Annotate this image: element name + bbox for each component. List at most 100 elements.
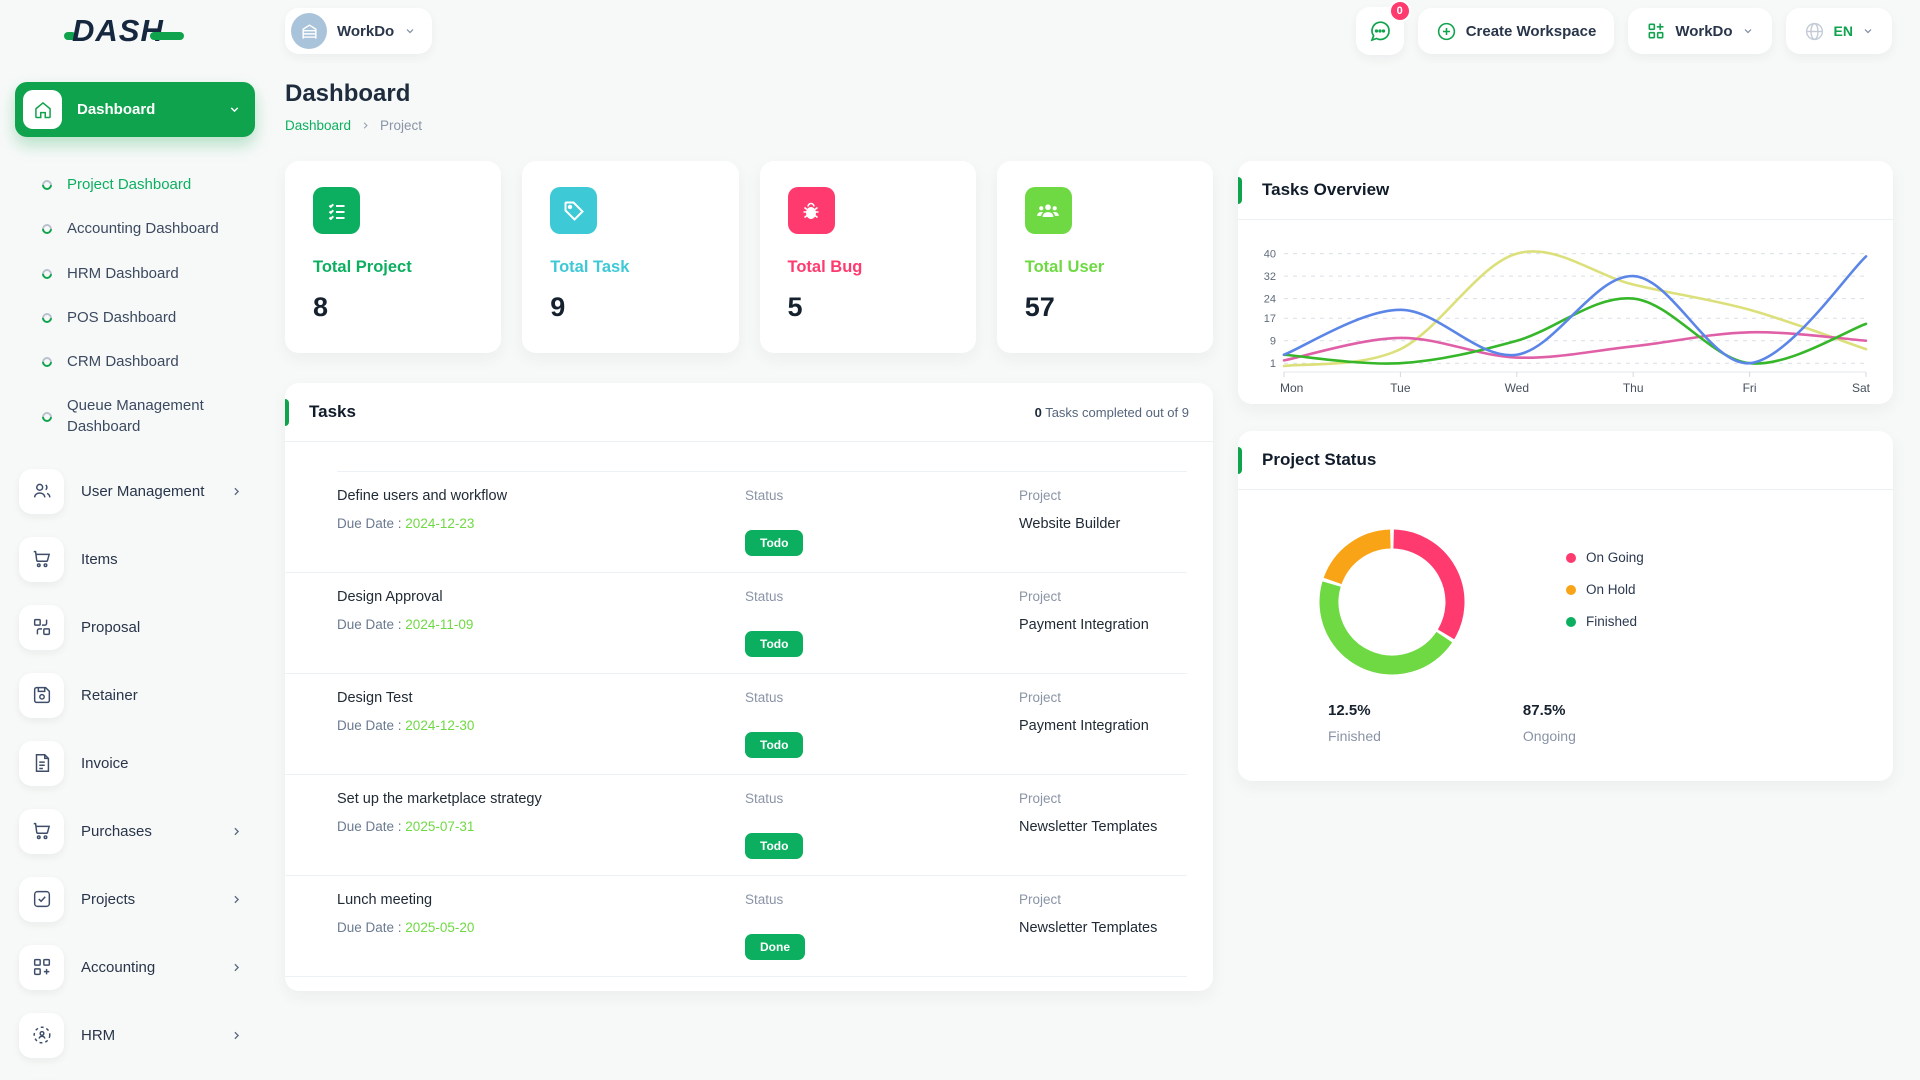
- sidebar-subitem-pos-dashboard[interactable]: POS Dashboard: [15, 296, 255, 340]
- task-due-date: Due Date : 2025-05-20: [337, 920, 475, 935]
- sidebar-subitem-hrm-dashboard[interactable]: HRM Dashboard: [15, 252, 255, 296]
- messages-count-badge: 0: [1388, 0, 1411, 22]
- svg-text:9: 9: [1270, 336, 1276, 348]
- chevron-right-icon: [230, 485, 243, 498]
- task-name: Design Approval: [337, 589, 443, 605]
- hrm-icon: [19, 1012, 64, 1058]
- table-row: Design Test Due Date : 2024-12-30 Status To…: [285, 674, 1187, 775]
- chevron-right-icon: [230, 1029, 243, 1042]
- chevron-right-icon: [230, 825, 243, 838]
- logo-accent-dash: [149, 32, 184, 40]
- chevron-down-icon: [1862, 25, 1874, 37]
- tasks-overview-card: Tasks Overview 1 9 17 24 32 40 Mon Tue Wed Thu Fri…: [1238, 161, 1893, 404]
- sidebar-subitem-crm-dashboard[interactable]: CRM Dashboard: [15, 340, 255, 384]
- project-name: Payment Integration: [1019, 617, 1149, 633]
- donut-slice-on-going: [1393, 529, 1465, 640]
- sidebar-item-pos[interactable]: POS: [15, 1075, 255, 1080]
- sidebar-item-label: Invoice: [81, 754, 129, 772]
- sidebar-item-invoice[interactable]: Invoice: [15, 735, 255, 792]
- sidebar-item-label: Retainer: [81, 686, 138, 704]
- plus-circle-icon: [1436, 21, 1457, 42]
- sidebar-subitem-label: Queue Management Dashboard: [67, 397, 204, 435]
- task-due-date: Due Date : 2025-07-31: [337, 819, 475, 834]
- main-content: Dashboard Dashboard Project Total Projec…: [285, 62, 1920, 1080]
- sidebar: Dashboard Project Dashboard Accounting Da…: [0, 62, 285, 1080]
- breadcrumb-current: Project: [380, 118, 423, 133]
- sidebar-subitem-project-dashboard[interactable]: Project Dashboard: [15, 163, 255, 207]
- home-icon: [23, 90, 62, 129]
- tasks-card: Tasks 0 Tasks completed out of 9 Define …: [285, 383, 1213, 991]
- series-blue-line: [1282, 255, 1868, 365]
- create-workspace-button[interactable]: Create Workspace: [1417, 8, 1615, 54]
- table-row: Set up the marketplace strategy Due Date …: [285, 775, 1187, 876]
- tasks-overview-chart: 1 9 17 24 32 40 Mon Tue Wed Thu Fri Sat: [1238, 220, 1893, 404]
- projects-icon: [19, 876, 64, 922]
- sidebar-item-dashboard[interactable]: Dashboard: [15, 82, 255, 137]
- project-name: Website Builder: [1019, 516, 1121, 532]
- status-column-label: Status: [745, 892, 784, 907]
- svg-text:Tue: Tue: [1390, 381, 1411, 395]
- logo-accent-left: [64, 32, 76, 40]
- sidebar-item-hrm[interactable]: HRM: [15, 1007, 255, 1064]
- series-pink-line: [1282, 330, 1868, 362]
- sidebar-item-projects[interactable]: Projects: [15, 871, 255, 928]
- tasks-summary: 0 Tasks completed out of 9: [1035, 405, 1189, 420]
- svg-text:40: 40: [1264, 249, 1276, 261]
- legend-dot-icon: [1566, 584, 1576, 595]
- sidebar-item-label: Projects: [81, 890, 136, 908]
- workdo-menu-button[interactable]: WorkDo: [1628, 8, 1772, 54]
- sidebar-item-items[interactable]: Items: [15, 531, 255, 588]
- tasks-summary-text: Tasks completed out of 9: [1045, 404, 1189, 420]
- sidebar-item-retainer[interactable]: Retainer: [15, 667, 255, 724]
- stat-card-total-project: Total Project 8: [285, 161, 502, 353]
- chevron-down-icon: [228, 103, 241, 116]
- chevron-down-icon: [404, 25, 416, 37]
- svg-text:Thu: Thu: [1623, 381, 1644, 395]
- legend-item-on-going: On Going: [1566, 550, 1644, 565]
- tasks-title: Tasks: [309, 402, 356, 421]
- circle-bullet-icon: [39, 178, 55, 193]
- circle-bullet-icon: [39, 266, 55, 281]
- stat-card-value: 5: [787, 292, 803, 322]
- sidebar-item-purchases[interactable]: Purchases: [15, 803, 255, 860]
- stat-card-label: Total Task: [550, 258, 630, 276]
- stat-card-label: Total User: [1024, 258, 1105, 276]
- series-yellow-line: [1282, 250, 1868, 368]
- retainer-icon: [19, 672, 64, 718]
- svg-text:Sat: Sat: [1852, 381, 1871, 395]
- legend-label: On Going: [1586, 550, 1644, 565]
- sidebar-subitem-accounting-dashboard[interactable]: Accounting Dashboard: [15, 207, 255, 251]
- stat-card-label: Total Bug: [787, 258, 863, 276]
- project-column-label: Project: [1019, 690, 1062, 705]
- invoice-icon: [19, 740, 64, 786]
- task-name: Set up the marketplace strategy: [337, 791, 542, 807]
- stat-cards: Total Project 8 Total Task 9 Total Bug 5 Total…: [285, 161, 1213, 353]
- workspace-selector[interactable]: WorkDo: [285, 8, 433, 54]
- sidebar-subitem-label: CRM Dashboard: [67, 353, 179, 370]
- sidebar-subitem-label: Project Dashboard: [67, 176, 192, 193]
- project-name: Newsletter Templates: [1019, 920, 1158, 936]
- accounting-icon: [19, 944, 64, 990]
- sidebar-item-accounting[interactable]: Accounting: [15, 939, 255, 996]
- messages-button[interactable]: 0: [1355, 0, 1411, 55]
- sidebar-item-label: HRM: [81, 1026, 116, 1044]
- stat-card-value: 57: [1024, 292, 1055, 322]
- status-column-label: Status: [745, 690, 784, 705]
- series-green-line: [1282, 297, 1868, 365]
- donut-slice-finished: [1319, 581, 1453, 675]
- sidebar-item-proposal[interactable]: Proposal: [15, 599, 255, 656]
- status-badge: Todo: [745, 732, 804, 758]
- sidebar-item-user-management[interactable]: User Management: [15, 463, 255, 520]
- finished-percentage: 12.5%: [1328, 702, 1371, 719]
- language-selector[interactable]: EN: [1785, 8, 1892, 54]
- project-status-body: On Going On Hold Finished: [1238, 490, 1893, 688]
- breadcrumb-dashboard-link[interactable]: Dashboard: [285, 118, 352, 133]
- stat-card-total-bug: Total Bug 5: [759, 161, 976, 353]
- circle-bullet-icon: [39, 409, 55, 424]
- sidebar-item-label: Proposal: [81, 618, 141, 636]
- project-status-card: Project Status On Going On Hold Finished 1…: [1238, 431, 1893, 781]
- project-status-donut: [1319, 529, 1465, 675]
- sidebar-subitem-queue-management-dashboard[interactable]: Queue Management Dashboard: [15, 384, 255, 449]
- checklist-icon: [313, 187, 360, 234]
- workdo-menu-label: WorkDo: [1675, 22, 1733, 40]
